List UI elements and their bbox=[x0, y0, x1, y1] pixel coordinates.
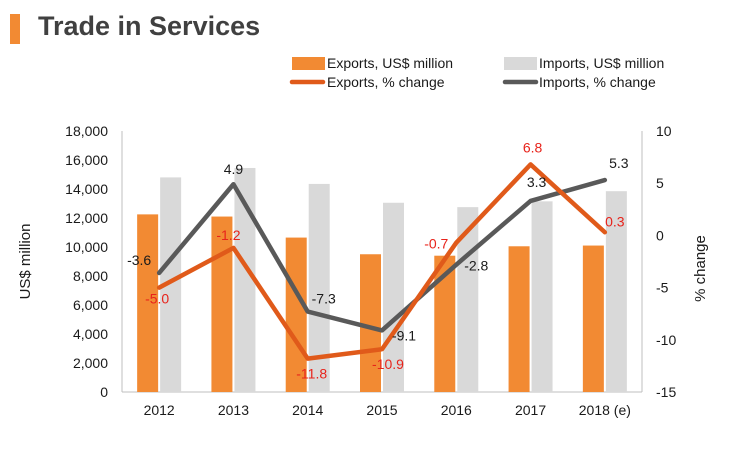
imports-bar bbox=[308, 183, 330, 392]
exports-bar bbox=[360, 254, 381, 392]
y2-tick-label: 10 bbox=[656, 123, 672, 139]
imports-bar bbox=[605, 191, 627, 392]
exports-bar bbox=[285, 237, 307, 392]
exports-bar bbox=[137, 214, 159, 392]
y2-tick-label: 0 bbox=[656, 227, 664, 243]
exports-bar bbox=[508, 246, 530, 392]
y-tick-label: 0 bbox=[100, 384, 108, 400]
exports-bar bbox=[434, 255, 456, 392]
y-tick-label: 4,000 bbox=[73, 326, 108, 342]
imports-bar bbox=[234, 167, 256, 392]
x-tick-label: 2015 bbox=[366, 402, 397, 418]
exports-change-label: 6.8 bbox=[523, 139, 543, 155]
exports-change-label: -10.9 bbox=[372, 356, 404, 372]
y-tick-label: 10,000 bbox=[65, 239, 108, 255]
legend-exports-line-label: Exports, % change bbox=[327, 74, 445, 90]
y2-tick-label: -15 bbox=[656, 384, 676, 400]
imports-change-label: -7.3 bbox=[312, 291, 336, 307]
exports-change-label: -5.0 bbox=[145, 291, 169, 307]
imports-change-label: -9.1 bbox=[392, 327, 416, 343]
exports-change-label: -11.8 bbox=[296, 366, 327, 382]
imports-change-label: 4.9 bbox=[224, 161, 244, 177]
y-axis-title: US$ million bbox=[17, 224, 34, 300]
y-tick-label: 6,000 bbox=[73, 297, 108, 313]
imports-bar bbox=[531, 201, 553, 392]
exports-change-label: 0.3 bbox=[605, 213, 625, 229]
y-tick-label: 18,000 bbox=[65, 123, 108, 139]
legend-imports-bar-swatch bbox=[504, 57, 537, 70]
imports-bar bbox=[160, 177, 182, 392]
y2-tick-label: -10 bbox=[656, 332, 676, 348]
legend-exports-bar-label: Exports, US$ million bbox=[327, 55, 453, 71]
exports-bar bbox=[211, 216, 233, 392]
exports-change-label: -0.7 bbox=[424, 236, 448, 252]
x-tick-label: 2014 bbox=[292, 402, 323, 418]
imports-bar bbox=[383, 202, 404, 392]
imports-bar bbox=[457, 207, 479, 392]
x-tick-label: 2016 bbox=[441, 402, 472, 418]
x-tick-label: 2012 bbox=[144, 402, 175, 418]
y-tick-label: 14,000 bbox=[65, 181, 108, 197]
imports-change-label: -3.6 bbox=[127, 252, 151, 268]
x-tick-label: 2013 bbox=[218, 402, 249, 418]
y-tick-label: 12,000 bbox=[65, 210, 108, 226]
x-tick-label: 2017 bbox=[515, 402, 546, 418]
exports-change-label: -1.2 bbox=[216, 227, 240, 243]
legend-imports-bar-label: Imports, US$ million bbox=[539, 55, 664, 71]
legend-imports-line-label: Imports, % change bbox=[539, 74, 656, 90]
title-accent-bar bbox=[10, 14, 20, 44]
legend-exports-bar-swatch bbox=[292, 57, 325, 70]
y-tick-label: 2,000 bbox=[73, 355, 108, 371]
y2-tick-label: -5 bbox=[656, 280, 669, 296]
imports-change-label: -2.8 bbox=[464, 258, 488, 274]
imports-change-label: 5.3 bbox=[609, 155, 629, 171]
imports-change-label: 3.3 bbox=[527, 174, 547, 190]
x-tick-label: 2018 (e) bbox=[579, 402, 631, 418]
chart-title: Trade in Services bbox=[38, 11, 261, 41]
y2-axis-title: % change bbox=[692, 235, 709, 302]
y-tick-label: 8,000 bbox=[73, 268, 108, 284]
imports-change-line bbox=[156, 177, 608, 333]
y-tick-label: 16,000 bbox=[65, 152, 108, 168]
exports-change-line bbox=[156, 162, 608, 361]
exports-bar bbox=[582, 245, 604, 392]
y2-tick-label: 5 bbox=[656, 175, 664, 191]
